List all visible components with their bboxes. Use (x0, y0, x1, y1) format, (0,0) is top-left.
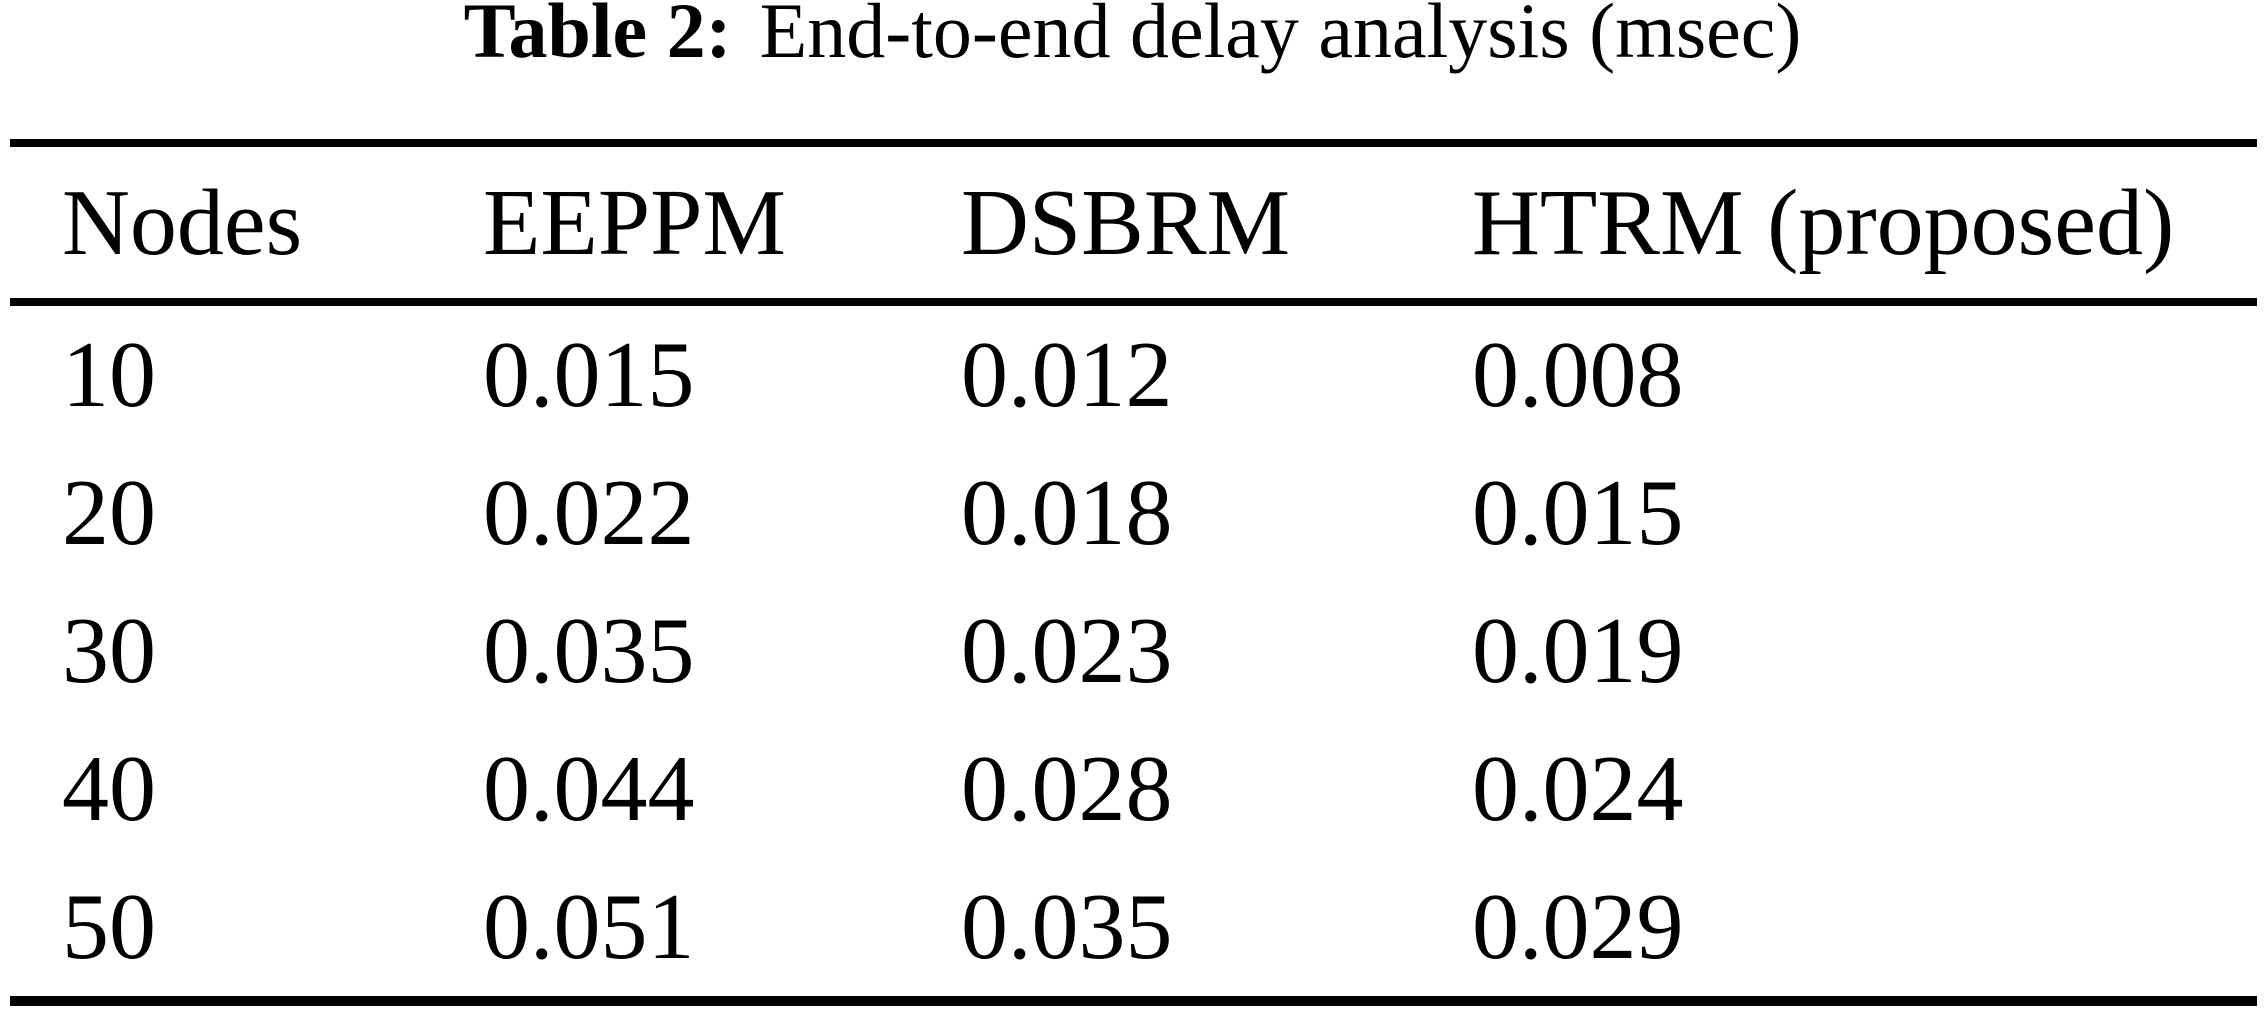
column-header: EEPPM (483, 143, 961, 306)
table-cell: 0.022 (483, 461, 695, 565)
table-cell: 0.012 (961, 323, 1173, 427)
table-cell: 0.035 (961, 875, 1173, 979)
table-cell: 40 (62, 737, 156, 841)
table-cell: 30 (62, 599, 156, 703)
table-row: 20 0.022 0.018 0.015 (10, 444, 2257, 582)
table-cell: 0.044 (483, 737, 695, 841)
table-cell: 0.015 (483, 323, 695, 427)
table-caption-label: Table 2: (463, 0, 732, 74)
table-cell: 0.029 (1472, 875, 1684, 979)
table-body: 10 0.015 0.012 0.008 20 0.022 0.018 0.015 30 0.03… (10, 302, 2257, 1001)
table-cell: 0.051 (483, 875, 695, 979)
header-row: Nodes EEPPM DSBRM HTRM (proposed) (10, 143, 2257, 306)
table-row: 40 0.044 0.028 0.024 (10, 720, 2257, 858)
column-header: DSBRM (961, 143, 1472, 306)
table-cell: 0.008 (1472, 323, 1684, 427)
table-cell: 0.024 (1472, 737, 1684, 841)
column-header: Nodes (10, 143, 483, 306)
table-cell: 10 (62, 323, 156, 427)
table-cell: 0.015 (1472, 461, 1684, 565)
table-cell: 0.019 (1472, 599, 1684, 703)
table-row: 10 0.015 0.012 0.008 (10, 302, 2257, 444)
table-cell: 0.018 (961, 461, 1173, 565)
table-row: 50 0.051 0.035 0.029 (10, 858, 2257, 1001)
table-cell: 0.028 (961, 737, 1173, 841)
table-cell: 0.023 (961, 599, 1173, 703)
delay-table: Nodes EEPPM DSBRM HTRM (proposed) 10 0.015 0.… (10, 139, 2257, 1006)
table-caption: Table 2: End-to-end delay analysis (msec) (0, 0, 2265, 70)
table-caption-text: End-to-end delay analysis (msec) (759, 0, 1802, 74)
table-cell: 0.035 (483, 599, 695, 703)
table-cell: 50 (62, 875, 156, 979)
table-row: 30 0.035 0.023 0.019 (10, 582, 2257, 720)
column-header: HTRM (proposed) (1472, 143, 2257, 306)
table-cell: 20 (62, 461, 156, 565)
